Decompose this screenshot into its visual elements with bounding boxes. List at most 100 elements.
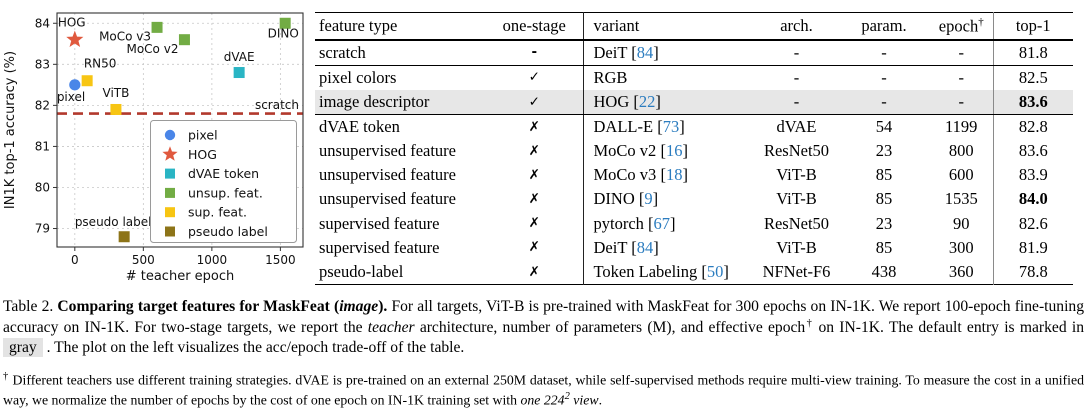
citation-link[interactable]: 50 bbox=[706, 261, 724, 281]
x-tick-label: 0 bbox=[71, 253, 79, 267]
caption-segment: gray bbox=[3, 337, 43, 357]
point-label: HOG bbox=[58, 16, 86, 30]
cell-arch: - bbox=[755, 39, 838, 66]
point-marker bbox=[81, 75, 93, 87]
comparison-table-wrap: feature type one-stage variant arch. param. e… bbox=[315, 0, 1087, 286]
cell-arch: NFNet-F6 bbox=[762, 261, 831, 281]
cell-param: 85 bbox=[875, 189, 893, 209]
y-tick-label: 83 bbox=[35, 57, 50, 71]
col-header-feature-type: feature type bbox=[315, 12, 486, 41]
cell-epoch: - bbox=[930, 39, 993, 66]
table-row: unsupervised feature ✗ DINO [9] ViT-B 85 1535… bbox=[315, 187, 1073, 212]
cell-epoch: 1199 bbox=[945, 117, 978, 137]
x-tick-label: 1500 bbox=[265, 253, 296, 267]
caption-segment: For all targets, ViT-B is pre-trained wi… bbox=[3, 298, 1084, 336]
point-vitb: ViTB bbox=[103, 86, 129, 115]
cell-top1: 81.9 bbox=[992, 235, 1073, 260]
cell-feature-type: scratch bbox=[315, 39, 486, 66]
legend-item-sup-feat-: sup. feat. bbox=[165, 205, 247, 220]
cell-top1: 83.6 bbox=[992, 139, 1073, 164]
citation-link[interactable]: 18 bbox=[665, 165, 683, 185]
table-row: dVAE token ✗ DALL-E [73] dVAE 54 1199 82.8 bbox=[315, 114, 1073, 140]
point-label: dVAE bbox=[224, 50, 255, 64]
x-tick-label: 500 bbox=[132, 253, 155, 267]
cell-top1: 81.8 bbox=[992, 39, 1073, 66]
point-dvae: dVAE bbox=[224, 50, 255, 79]
footnote-segment: † bbox=[3, 370, 9, 382]
citation-link[interactable]: 67 bbox=[653, 213, 671, 233]
legend-label: pseudo label bbox=[188, 224, 268, 239]
table-row: pixel colors ✓ RGB - - - 82.5 bbox=[315, 65, 1073, 90]
col-header-variant: variant bbox=[582, 12, 755, 41]
point-marker bbox=[233, 67, 245, 79]
table-body: scratch - DeiT [84] - - -81.8 pixel colors ✓ RGB… bbox=[315, 39, 1073, 285]
y-axis-label: IN1K top-1 accuracy (%) bbox=[3, 51, 18, 209]
citation-link[interactable]: 16 bbox=[665, 141, 683, 161]
cell-arch: dVAE bbox=[776, 117, 817, 137]
cell-param: 85 bbox=[875, 237, 893, 257]
point-moco-v3: MoCo v3 bbox=[99, 21, 163, 43]
cell-feature-type: pseudo-label bbox=[319, 261, 404, 281]
cell-param: 23 bbox=[875, 141, 893, 161]
point-label: MoCo v2 bbox=[126, 42, 178, 56]
footnote-segment: one 224 bbox=[520, 392, 565, 408]
caption-segment: Table 2. bbox=[3, 298, 58, 315]
cell-one-stage: ✗ bbox=[528, 166, 540, 183]
cell-param: 54 bbox=[875, 117, 893, 137]
cell-param: - bbox=[838, 89, 930, 116]
col-header-one-stage: one-stage bbox=[486, 12, 583, 41]
cell-feature-type: unsupervised feature bbox=[319, 165, 456, 185]
point-pseudo-label: pseudo label bbox=[75, 215, 151, 243]
citation-link[interactable]: 73 bbox=[662, 117, 680, 137]
cell-one-stage: ✓ bbox=[528, 69, 540, 86]
cell-arch: ViT-B bbox=[776, 189, 817, 209]
citation-link[interactable]: 22 bbox=[638, 91, 656, 111]
cell-variant: DeiT [84] bbox=[582, 235, 755, 260]
cell-variant: DeiT [84] bbox=[582, 39, 755, 66]
point-label: MoCo v3 bbox=[99, 29, 151, 43]
caption-segment: † bbox=[805, 317, 814, 329]
cell-top1: 84.0 bbox=[992, 187, 1073, 212]
cell-epoch: 600 bbox=[948, 165, 974, 185]
citation-link[interactable]: 9 bbox=[644, 189, 653, 209]
legend-marker bbox=[162, 146, 178, 161]
caption-segment: . The plot on the left visualizes the ac… bbox=[42, 338, 465, 356]
y-tick-label: 82 bbox=[35, 98, 50, 112]
cell-feature-type: supervised feature bbox=[319, 237, 440, 257]
point-marker bbox=[110, 103, 122, 115]
point-hog: HOG bbox=[58, 16, 86, 47]
cell-epoch: 1535 bbox=[944, 189, 978, 209]
citation-link[interactable]: 84 bbox=[636, 237, 654, 257]
cell-param: 438 bbox=[871, 261, 897, 281]
table-row: pseudo-label ✗ Token Labeling [50] NFNet-F6… bbox=[315, 259, 1073, 285]
cell-arch: ViT-B bbox=[776, 165, 817, 185]
cell-variant: RGB bbox=[582, 65, 755, 90]
legend-box bbox=[150, 120, 297, 243]
legend-marker bbox=[165, 187, 175, 198]
table-header: feature type one-stage variant arch. param. e… bbox=[315, 12, 1073, 41]
y-tick-label: 84 bbox=[35, 16, 50, 30]
x-tick-label: 1000 bbox=[197, 253, 228, 267]
col-header-arch-: arch. bbox=[755, 12, 838, 41]
cell-feature-type: supervised feature bbox=[319, 213, 440, 233]
cell-variant: DALL-E [73] bbox=[582, 114, 755, 140]
point-marker bbox=[118, 231, 130, 243]
cell-feature-type: pixel colors bbox=[319, 67, 397, 87]
point-label: pixel bbox=[57, 90, 85, 104]
x-axis-label: # teacher epoch bbox=[126, 269, 235, 284]
cell-variant: MoCo v2 [16] bbox=[582, 139, 755, 164]
col-header-param-: param. bbox=[838, 12, 930, 41]
cell-arch: - bbox=[793, 67, 800, 87]
cell-top1: 83.6 bbox=[992, 89, 1073, 116]
scatter-plot-svg: scratch 0 500 1000 1500 # teacher epoch 79 80 81… bbox=[3, 12, 304, 284]
cell-epoch: 800 bbox=[948, 141, 974, 161]
legend-label: pixel bbox=[188, 128, 218, 143]
cell-param: - bbox=[881, 67, 887, 87]
legend-marker bbox=[165, 226, 175, 237]
figure-row: scratch 0 500 1000 1500 # teacher epoch 79 80 81… bbox=[3, 0, 1087, 286]
legend-item-pseudo-label: pseudo label bbox=[165, 224, 268, 239]
cell-arch: ViT-B bbox=[776, 237, 817, 257]
cell-variant: pytorch [67] bbox=[582, 211, 755, 236]
cell-variant: MoCo v3 [18] bbox=[582, 163, 755, 188]
citation-link[interactable]: 84 bbox=[636, 42, 654, 62]
